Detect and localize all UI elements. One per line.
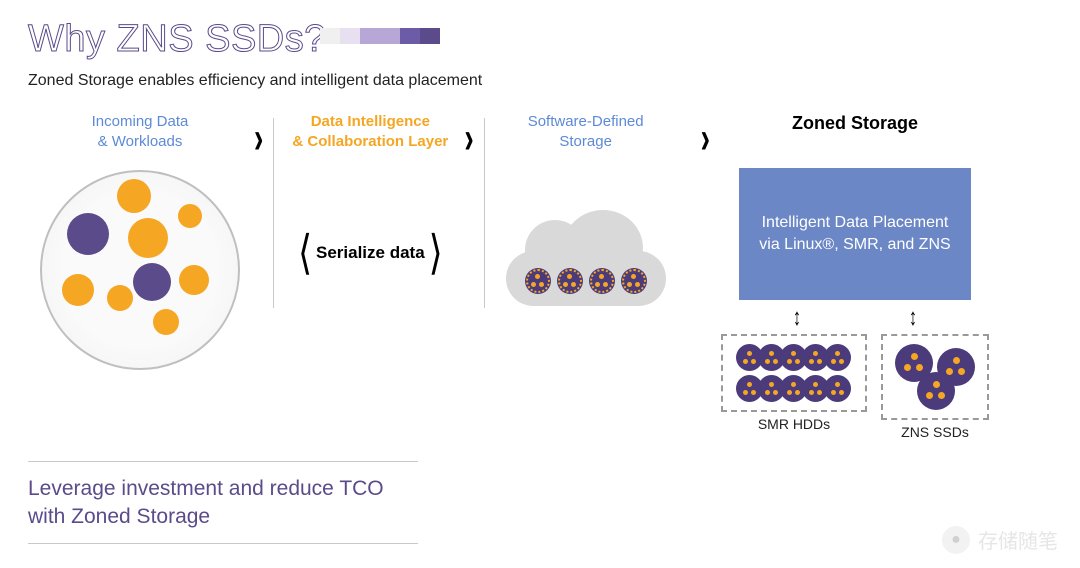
chevron-right-icon: › <box>701 112 710 163</box>
disk-icon <box>525 268 551 294</box>
watermark: ● 存储随笔 <box>942 525 1058 554</box>
col4-label: Zoned Storage <box>792 112 918 154</box>
storage-targets: SMR HDDs ZNS SSDs <box>721 334 989 440</box>
divider-line <box>28 461 418 462</box>
zns-ssds-block: ZNS SSDs <box>881 334 989 440</box>
disk-icon <box>917 372 955 410</box>
incoming-data-circle-icon <box>40 170 240 370</box>
divider-line <box>273 118 274 308</box>
col-zoned-storage: Zoned Storage Intelligent Data Placement… <box>730 112 980 440</box>
chevron-right-icon: › <box>254 112 263 163</box>
col-intelligence-layer: Data Intelligence & Collaboration Layer … <box>280 112 460 274</box>
col2-label: Data Intelligence & Collaboration Layer <box>292 112 448 154</box>
zoned-storage-box: Intelligent Data Placement via Linux®, S… <box>739 168 971 300</box>
arrow-up-down-icon: ↕ <box>909 304 917 332</box>
angle-bracket-right-icon: ⟩ <box>429 226 443 281</box>
arrow-bidir-row: ↕ ↕ <box>739 304 971 332</box>
data-dot-icon <box>117 179 151 213</box>
divider-line <box>28 543 418 544</box>
data-dot-icon <box>179 265 209 295</box>
decorative-gradient-bars <box>320 28 440 44</box>
col1-label: Incoming Data & Workloads <box>92 112 189 154</box>
cloud-disk-row <box>525 268 647 294</box>
angle-bracket-left-icon: ⟨ <box>298 226 312 281</box>
page-title: Why ZNS SSDs? <box>28 18 326 61</box>
wechat-icon: ● <box>942 526 970 554</box>
divider-line <box>484 118 485 308</box>
col-incoming-data: Incoming Data & Workloads <box>30 112 250 370</box>
smr-hdds-block: SMR HDDs <box>721 334 867 440</box>
data-dot-icon <box>178 204 202 228</box>
flow-diagram: Incoming Data & Workloads › Data Intelli… <box>30 112 1060 440</box>
data-dot-icon <box>128 218 168 258</box>
cloud-icon <box>501 214 671 314</box>
serialize-data-label: ⟨ Serialize data ⟩ <box>298 232 443 274</box>
disk-icon <box>589 268 615 294</box>
data-dot-icon <box>153 309 179 335</box>
col3-label: Software-Defined Storage <box>528 112 644 154</box>
page-subtitle: Zoned Storage enables efficiency and int… <box>28 72 482 90</box>
data-dot-icon <box>107 285 133 311</box>
footer-statement: Leverage investment and reduce TCO with … <box>28 475 408 530</box>
disk-icon <box>621 268 647 294</box>
disk-icon <box>557 268 583 294</box>
data-dot-icon <box>133 263 171 301</box>
disk-icon <box>824 375 851 402</box>
zns-ssds-box <box>881 334 989 420</box>
col-software-defined-storage: Software-Defined Storage <box>491 112 681 314</box>
data-dot-icon <box>62 274 94 306</box>
data-dot-icon <box>67 213 109 255</box>
disk-icon <box>824 344 851 371</box>
arrow-up-down-icon: ↕ <box>793 304 801 332</box>
smr-caption: SMR HDDs <box>758 416 830 432</box>
zns-caption: ZNS SSDs <box>901 424 969 440</box>
smr-hdds-box <box>721 334 867 412</box>
chevron-right-icon: › <box>464 112 473 163</box>
